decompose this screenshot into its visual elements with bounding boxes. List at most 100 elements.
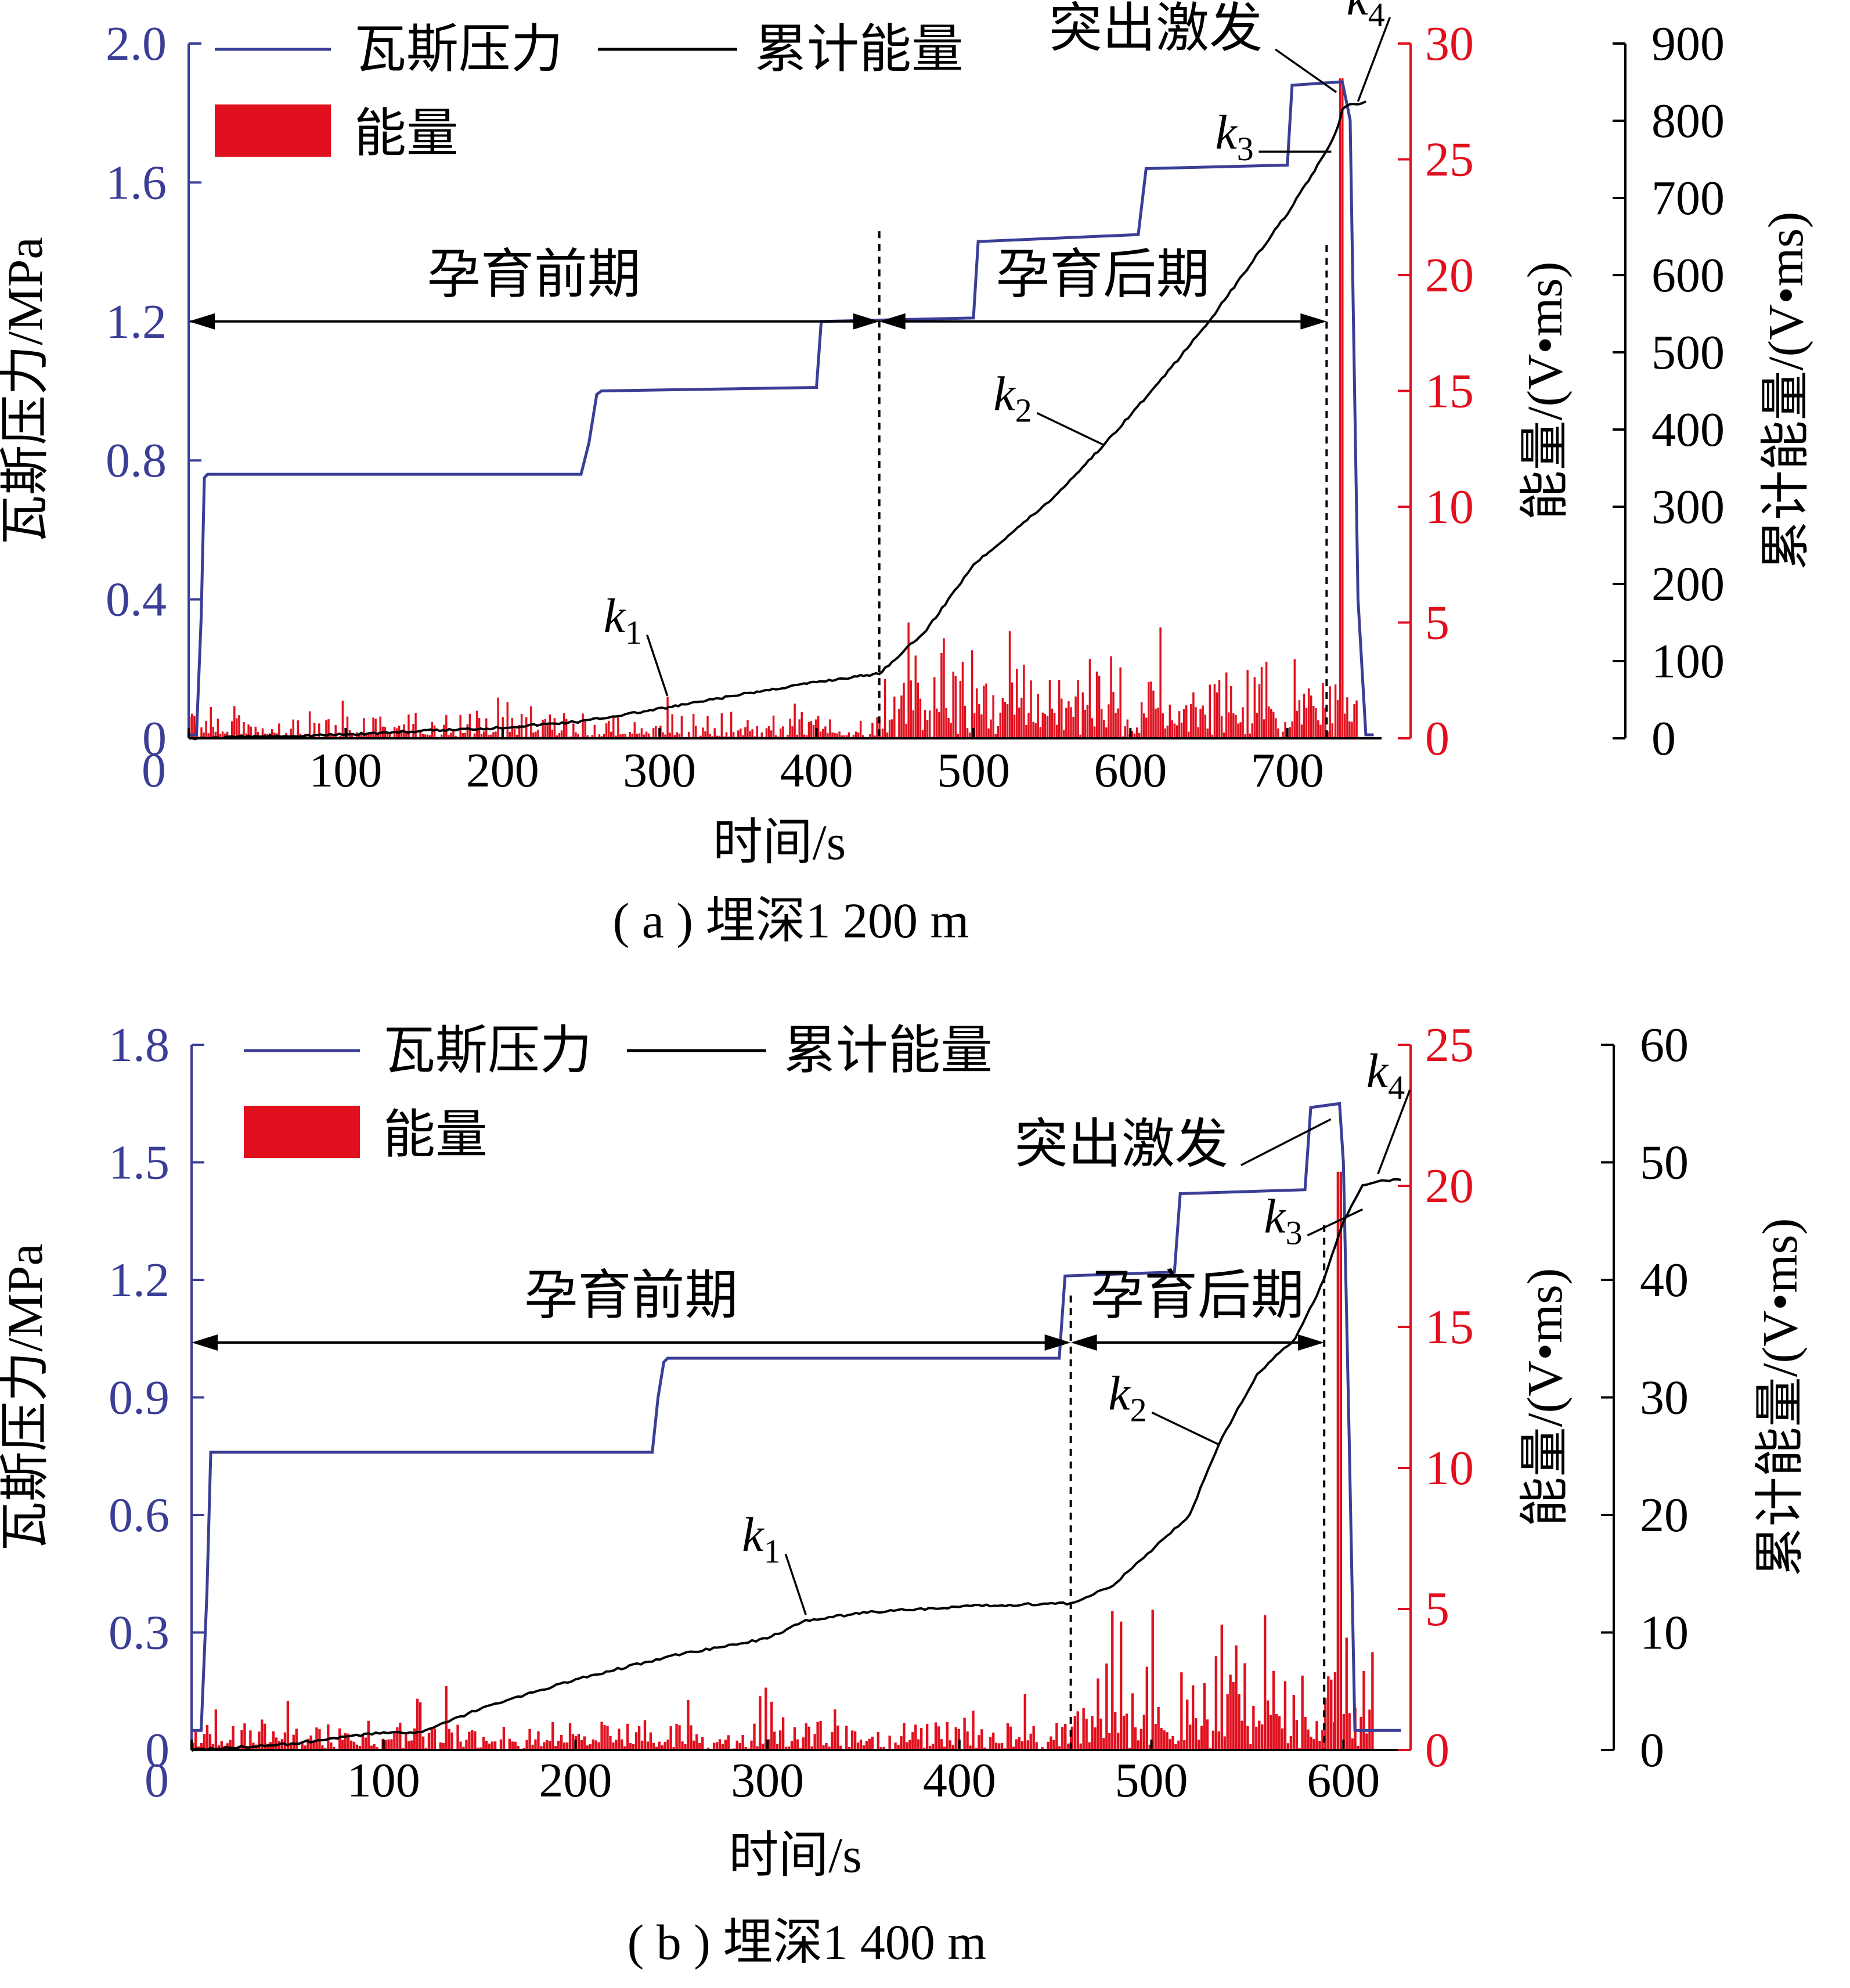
energy-bar — [992, 695, 994, 738]
energy-bar — [1255, 1726, 1258, 1750]
energy-bar — [349, 1740, 353, 1750]
energy-bar — [945, 708, 947, 738]
energy-bar — [1211, 734, 1214, 738]
energy-bar — [632, 1744, 635, 1750]
energy-bar — [1157, 1706, 1160, 1750]
energy-bar — [528, 1729, 531, 1750]
energy-bar — [1004, 701, 1007, 738]
energy-bar — [1169, 1739, 1171, 1750]
energy-bar — [671, 714, 673, 738]
energy-bar — [207, 733, 210, 738]
energy-bar — [1321, 1730, 1324, 1750]
energy-bar — [1333, 1672, 1337, 1750]
energy-bar — [856, 1742, 860, 1750]
energy-bar — [1275, 718, 1277, 738]
energy-bar — [640, 728, 643, 738]
energy-bar — [1246, 670, 1249, 738]
energy-bar — [1053, 713, 1056, 738]
pressure-tick-label: 0 — [142, 712, 167, 766]
energy-bar — [1327, 1676, 1330, 1750]
energy-bar — [514, 1741, 517, 1750]
energy-bar — [1114, 1712, 1117, 1750]
energy-bar — [376, 1747, 378, 1750]
energy-bar — [1206, 1719, 1209, 1750]
x-tick-label: 200 — [539, 1754, 612, 1807]
energy-tick-label: 5 — [1425, 596, 1449, 650]
energy-bar — [778, 1730, 782, 1750]
energy-bar — [645, 731, 648, 738]
energy-bar — [638, 733, 641, 738]
energy-bar — [419, 731, 421, 738]
energy-bar — [903, 683, 905, 738]
energy-bar — [1189, 1724, 1192, 1750]
x-tick-label: 500 — [937, 744, 1010, 798]
energy-bar — [393, 1733, 396, 1750]
energy-bar — [557, 1740, 560, 1750]
energy-bar — [1174, 1744, 1177, 1750]
energy-bar — [407, 1741, 410, 1750]
energy-bar — [684, 1744, 687, 1750]
energy-bar — [978, 704, 980, 738]
energy-bar — [1228, 712, 1230, 738]
energy-bar — [744, 727, 747, 738]
energy-bar — [1023, 665, 1025, 738]
energy-bar — [879, 1747, 882, 1750]
phase-arrowhead-right — [1298, 1334, 1325, 1351]
energy-bar — [767, 1739, 770, 1750]
energy-bars — [192, 1171, 1374, 1750]
energy-bar — [666, 697, 669, 738]
energy-bar — [980, 1729, 983, 1750]
energy-bar — [1244, 734, 1246, 738]
energy-bar — [1088, 1742, 1091, 1750]
energy-bar — [290, 728, 292, 738]
energy-bar — [448, 1729, 450, 1750]
energy-bar — [704, 731, 706, 738]
energy-bar — [756, 726, 758, 738]
energy-bar — [1272, 712, 1275, 738]
pressure-tick-label: 1.6 — [106, 156, 167, 210]
energy-bar — [1238, 1694, 1240, 1750]
energy-bar — [928, 1745, 932, 1750]
pressure-axis-label: 瓦斯压力/MPa — [0, 237, 53, 544]
energy-bar — [1197, 1740, 1200, 1750]
energy-bar — [709, 734, 711, 738]
energy-bar — [1304, 1717, 1307, 1750]
energy-bar — [1171, 1736, 1174, 1750]
energy-bar — [828, 1746, 831, 1750]
energy-bar — [950, 723, 952, 738]
cumulative-tick-label: 0 — [1640, 1723, 1664, 1777]
cumulative-tick-label: 700 — [1651, 171, 1725, 225]
x-axis-label: 时间/s — [729, 1827, 861, 1883]
energy-bar — [490, 734, 492, 738]
energy-bar — [586, 1745, 589, 1750]
energy-bar — [1289, 1736, 1293, 1750]
energy-bar — [1050, 1736, 1052, 1750]
outburst-label: 突出激发 — [1049, 0, 1263, 58]
energy-bar — [1041, 712, 1044, 738]
energy-bar — [925, 1723, 929, 1750]
energy-bar — [355, 1744, 359, 1750]
energy-bar — [790, 1741, 794, 1750]
energy-bar — [367, 734, 370, 738]
energy-bar — [1155, 708, 1157, 738]
energy-bar — [1291, 721, 1293, 738]
energy-bar — [1277, 728, 1279, 738]
cumulative-tick-label: 50 — [1640, 1136, 1689, 1190]
energy-bar — [1218, 680, 1221, 738]
energy-bar — [584, 720, 586, 738]
energy-bar — [1046, 716, 1049, 738]
energy-bar — [976, 688, 978, 738]
energy-bar — [1296, 710, 1299, 738]
energy-bar — [593, 724, 596, 738]
energy-bar — [1150, 681, 1152, 738]
energy-tick-label: 25 — [1425, 133, 1474, 187]
energy-bar — [776, 1744, 779, 1750]
energy-bar — [594, 1740, 597, 1750]
energy-bar — [257, 732, 259, 738]
energy-bar — [871, 1736, 874, 1750]
energy-bar — [876, 717, 878, 738]
energy-bar — [957, 734, 960, 738]
energy-bar — [1001, 698, 1004, 738]
x-tick-label: 600 — [1307, 1754, 1380, 1807]
energy-bar — [920, 1728, 923, 1750]
